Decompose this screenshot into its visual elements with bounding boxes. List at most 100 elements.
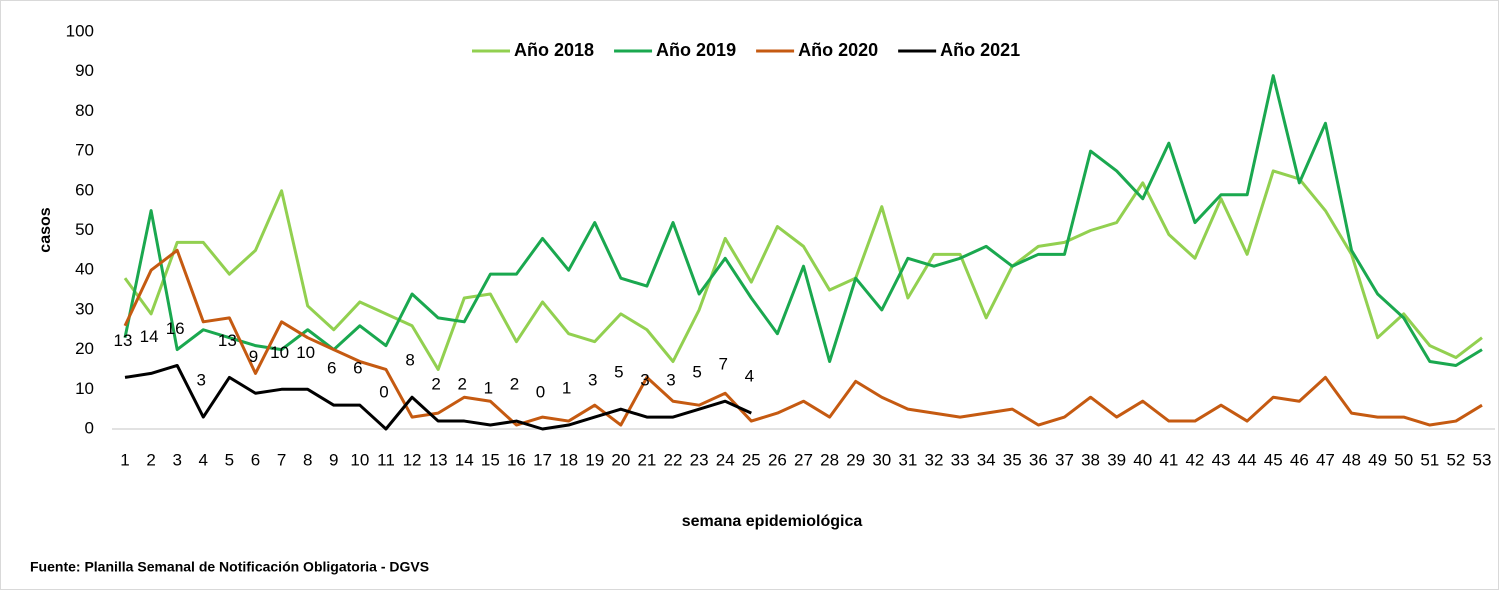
data-label: 6: [353, 359, 362, 378]
data-label: 2: [458, 375, 467, 394]
data-label: 3: [197, 371, 206, 390]
x-tick-label: 4: [199, 450, 208, 469]
data-label: 1: [484, 379, 493, 398]
x-tick-label: 21: [637, 450, 656, 469]
data-label: 3: [588, 371, 597, 390]
data-label: 5: [692, 363, 701, 382]
y-tick-label: 60: [75, 180, 94, 199]
x-tick-label: 32: [925, 450, 944, 469]
x-tick-label: 18: [559, 450, 578, 469]
y-tick-label: 70: [75, 141, 94, 160]
legend-label: Año 2018: [514, 40, 594, 60]
data-label: 0: [536, 382, 545, 401]
data-label: 10: [270, 343, 289, 362]
legend-label: Año 2019: [656, 40, 736, 60]
data-label: 13: [218, 331, 237, 350]
x-tick-label: 50: [1394, 450, 1413, 469]
x-tick-label: 11: [377, 450, 395, 469]
data-label: 9: [249, 347, 258, 366]
x-tick-label: 33: [951, 450, 970, 469]
series-line: [123, 169, 1483, 371]
x-tick-label: 1: [120, 450, 129, 469]
data-label: 3: [640, 371, 649, 390]
data-label: 7: [718, 355, 727, 374]
x-tick-label: 8: [303, 450, 312, 469]
x-tick-label: 12: [403, 450, 422, 469]
x-axis-label: semana epidemiológica: [682, 513, 863, 530]
x-tick-label: 5: [225, 450, 234, 469]
data-label: 10: [296, 343, 315, 362]
x-tick-label: 13: [429, 450, 448, 469]
y-tick-label: 10: [75, 379, 94, 398]
data-label: 16: [166, 319, 185, 338]
y-tick-label: 40: [75, 260, 94, 279]
y-tick-label: 80: [75, 101, 94, 120]
data-label: 2: [510, 375, 519, 394]
x-tick-label: 27: [794, 450, 813, 469]
x-tick-label: 45: [1264, 450, 1283, 469]
data-label: 3: [666, 371, 675, 390]
x-tick-label: 26: [768, 450, 787, 469]
x-tick-label: 20: [611, 450, 630, 469]
x-tick-label: 30: [872, 450, 891, 469]
x-tick-label: 3: [172, 450, 181, 469]
data-label: 13: [114, 331, 133, 350]
series-line: [124, 363, 752, 431]
y-tick-label: 90: [75, 61, 94, 80]
data-label: 4: [745, 367, 754, 386]
x-tick-label: 49: [1368, 450, 1387, 469]
legend-label: Año 2020: [798, 40, 878, 60]
x-tick-label: 46: [1290, 450, 1309, 469]
x-tick-label: 48: [1342, 450, 1361, 469]
x-tick-label: 19: [585, 450, 604, 469]
y-tick-label: 50: [75, 220, 94, 239]
x-tick-label: 31: [898, 450, 917, 469]
x-tick-label: 36: [1029, 450, 1048, 469]
x-tick-label: 40: [1133, 450, 1152, 469]
data-label: 2: [431, 375, 440, 394]
y-tick-label: 100: [66, 21, 94, 40]
x-tick-label: 37: [1055, 450, 1074, 469]
data-label: 0: [379, 382, 388, 401]
y-tick-label: 30: [75, 299, 94, 318]
x-tick-label: 42: [1185, 450, 1204, 469]
x-tick-label: 52: [1446, 450, 1465, 469]
x-tick-label: 25: [742, 450, 761, 469]
y-tick-label: 0: [85, 418, 94, 437]
x-tick-label: 2: [146, 450, 155, 469]
x-tick-label: 34: [977, 450, 996, 469]
x-tick-label: 15: [481, 450, 500, 469]
x-tick-label: 22: [664, 450, 683, 469]
x-tick-label: 43: [1212, 450, 1231, 469]
series-line: [123, 248, 1483, 427]
y-tick-label: 20: [75, 339, 94, 358]
data-label: 6: [327, 359, 336, 378]
data-label: 8: [405, 351, 414, 370]
legend-label: Año 2021: [940, 40, 1020, 60]
y-axis-label: casos: [37, 207, 54, 252]
series-line: [123, 74, 1483, 367]
x-tick-label: 6: [251, 450, 260, 469]
x-tick-label: 28: [820, 450, 839, 469]
x-tick-label: 47: [1316, 450, 1335, 469]
source: Fuente: Planilla Semanal de Notificación…: [30, 559, 429, 575]
x-tick-label: 10: [350, 450, 369, 469]
x-tick-label: 9: [329, 450, 338, 469]
x-tick-label: 38: [1081, 450, 1100, 469]
x-tick-label: 44: [1238, 450, 1257, 469]
x-tick-label: 14: [455, 450, 474, 469]
x-tick-label: 39: [1107, 450, 1126, 469]
x-tick-label: 23: [690, 450, 709, 469]
x-tick-label: 35: [1003, 450, 1022, 469]
data-label: 14: [140, 327, 159, 346]
data-label: 1: [562, 379, 571, 398]
x-tick-label: 41: [1159, 450, 1178, 469]
x-tick-label: 53: [1473, 450, 1492, 469]
x-tick-label: 24: [716, 450, 735, 469]
x-tick-label: 29: [846, 450, 865, 469]
x-tick-label: 7: [277, 450, 286, 469]
x-tick-label: 17: [533, 450, 552, 469]
x-tick-label: 16: [507, 450, 526, 469]
x-tick-label: 51: [1420, 450, 1439, 469]
